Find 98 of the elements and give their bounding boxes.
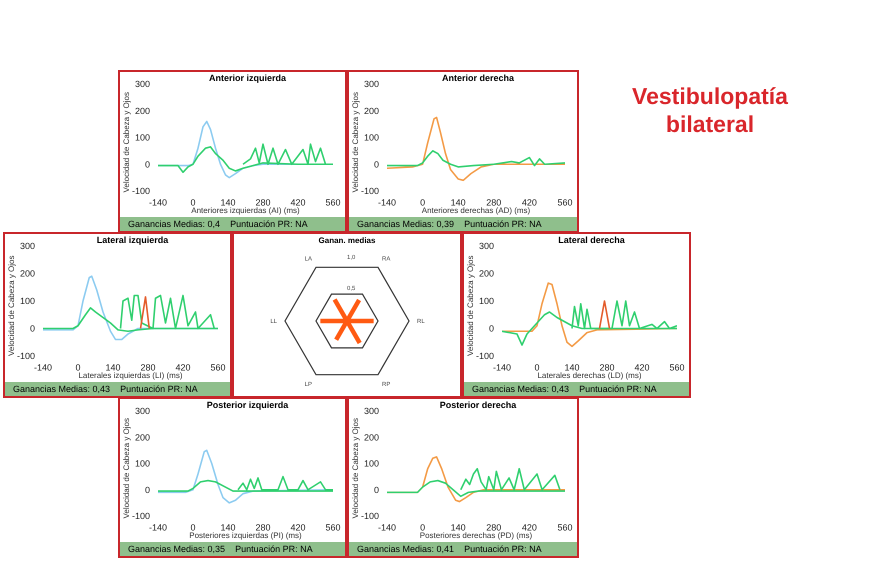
y-tick-label: -100	[360, 511, 379, 522]
text: Ganancias Medias: 0,43	[472, 384, 570, 394]
y-tick-label: 100	[20, 296, 35, 306]
chart-title: Lateral izquierda	[96, 235, 170, 245]
y-tick-label: -100	[360, 186, 379, 196]
y-tick-label: 300	[20, 241, 35, 252]
text: Puntuación PR: NA	[464, 544, 542, 554]
y-tick-label: 300	[478, 241, 494, 252]
y-tick-label: 0	[144, 159, 150, 170]
y-axis-title: Velocidad de Cabeza y Ojos	[350, 418, 360, 518]
x-axis-title: Laterales izquierdas (LI) (ms)	[78, 371, 183, 380]
y-axis-title: Velocidad de Cabeza y Ojos	[6, 255, 16, 356]
text: Puntuación PR: NA	[230, 219, 308, 229]
x-axis-title: Laterales derechas (LD) (ms)	[537, 371, 642, 380]
text: Ganancias Medias: 0,35	[128, 544, 226, 554]
chart-title: Posterior derecha	[438, 400, 518, 410]
y-tick-label: -100	[16, 351, 35, 362]
y-tick-label: 200	[364, 432, 379, 442]
x-tick-label: 280	[255, 197, 271, 208]
x-tick-label: 280	[255, 522, 271, 532]
x-tick-label: 560	[325, 522, 341, 532]
x-tick-label: 0	[190, 197, 196, 208]
x-tick-label: 140	[450, 522, 466, 532]
x-tick-label: 280	[140, 362, 156, 372]
y-tick-label: 100	[364, 132, 379, 143]
x-tick-label: 140	[105, 362, 121, 372]
text: Vestibulopatía bilateral	[631, 82, 789, 138]
x-tick-label: -140	[378, 522, 396, 532]
x-axis-title: Anteriores izquierdas (AI) (ms)	[191, 206, 300, 215]
x-tick-label: 420	[175, 362, 191, 372]
x-tick-label: 140	[220, 522, 236, 532]
x-tick-label: 280	[486, 197, 502, 208]
text: Ganancias Medias: 0,39	[357, 219, 454, 229]
x-tick-label: -140	[148, 197, 168, 208]
x-tick-label: 420	[522, 522, 537, 532]
y-axis-title: Velocidad de Cabeza y Ojos	[122, 418, 131, 518]
y-tick-label: 200	[134, 106, 150, 116]
y-tick-label: 100	[364, 458, 379, 469]
y-tick-label: 200	[134, 432, 150, 442]
x-tick-label: 280	[486, 522, 502, 532]
x-tick-label: 140	[220, 197, 236, 208]
y-tick-label: 0	[374, 159, 379, 170]
y-tick-label: 0	[144, 484, 150, 495]
y-tick-label: -100	[132, 186, 150, 196]
y-tick-label: 0	[374, 484, 379, 495]
x-tick-label: 420	[290, 522, 306, 532]
x-tick-label: 140	[564, 362, 580, 372]
chart-title: Anterior izquierda	[208, 73, 287, 83]
y-tick-label: -100	[476, 351, 494, 362]
x-tick-label: 0	[75, 362, 81, 372]
x-axis-title: Posteriores derechas (PD) (ms)	[420, 531, 533, 540]
x-axis-title: Anteriores derechas (AD) (ms)	[422, 206, 531, 215]
text: Ganancias Medias: 0,43	[13, 384, 110, 394]
x-tick-label: 560	[210, 362, 226, 372]
y-tick-label: 100	[134, 132, 150, 143]
y-axis-title: Velocidad de Cabeza y Ojos	[350, 92, 360, 192]
x-tick-label: 0	[420, 522, 426, 532]
y-tick-label: 200	[20, 268, 35, 279]
x-tick-label: 420	[290, 197, 306, 208]
y-tick-label: 0	[488, 324, 494, 334]
text: Ganancias Medias: 0,41	[357, 544, 454, 554]
text: Puntuación PR: NA	[579, 384, 657, 394]
y-tick-label: 0	[30, 324, 35, 334]
chart-title: Posterior izquierda	[206, 400, 290, 410]
x-tick-label: 560	[557, 522, 573, 532]
y-tick-label: 200	[364, 106, 379, 116]
x-tick-label: 0	[534, 362, 540, 372]
x-tick-label: -140	[492, 362, 512, 372]
x-tick-label: 280	[599, 362, 615, 372]
y-tick-label: 300	[364, 79, 379, 90]
chart-title: Lateral derecha	[557, 235, 626, 245]
chart-title: Ganan. medias	[318, 236, 376, 245]
y-tick-label: 100	[134, 458, 150, 469]
x-tick-label: 420	[634, 362, 650, 372]
y-tick-label: 100	[478, 296, 494, 306]
x-tick-label: -140	[148, 522, 168, 532]
x-tick-label: 560	[669, 362, 685, 372]
y-tick-label: -100	[132, 511, 150, 522]
chart-title: Anterior derecha	[440, 73, 516, 83]
x-tick-label: -140	[378, 197, 396, 208]
y-axis-title: Velocidad de Cabeza y Ojos	[122, 92, 131, 192]
x-axis-title: Posteriores izquierdas (PI) (ms)	[189, 531, 302, 540]
x-tick-label: 420	[522, 197, 537, 208]
y-tick-label: 300	[364, 406, 379, 416]
x-tick-label: 560	[325, 197, 341, 208]
text: Ganancias Medias: 0,4	[128, 219, 220, 229]
text: Puntuación PR: NA	[464, 219, 542, 229]
y-tick-label: 300	[134, 79, 150, 90]
text: Puntuación PR: NA	[120, 384, 198, 394]
y-tick-label: 200	[478, 268, 494, 279]
x-tick-label: -140	[34, 362, 52, 372]
x-tick-label: 140	[450, 197, 466, 208]
text: Puntuación PR: NA	[235, 544, 313, 554]
x-tick-label: 560	[557, 197, 573, 208]
y-tick-label: 300	[134, 406, 150, 416]
x-tick-label: 0	[190, 522, 196, 532]
y-axis-title: Velocidad de Cabeza y Ojos	[466, 255, 475, 356]
x-tick-label: 0	[420, 197, 426, 208]
